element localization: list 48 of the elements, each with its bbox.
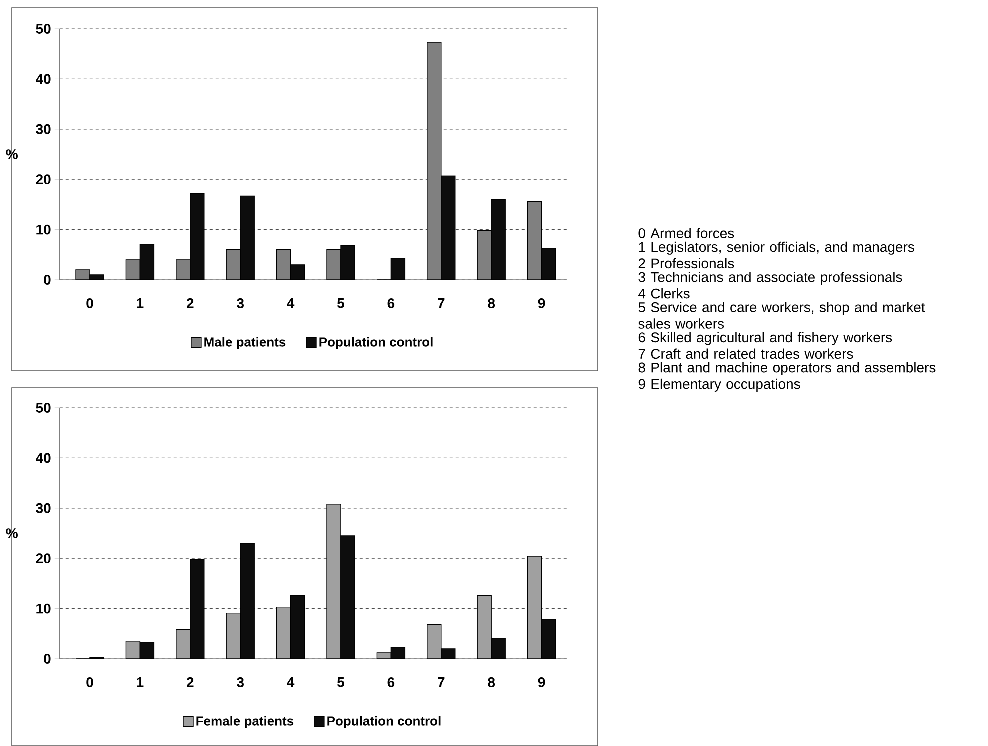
y-tick-label: 30 bbox=[36, 124, 51, 134]
y-axis-title: % bbox=[6, 150, 18, 160]
y-tick-label: 50 bbox=[36, 24, 51, 34]
x-tick-label: 6 bbox=[388, 678, 395, 688]
y-tick-label: 50 bbox=[36, 403, 51, 413]
text: 3 Technicians and associate professionals bbox=[638, 272, 902, 286]
text: 0 Armed forces bbox=[638, 228, 734, 238]
y-tick-label: 30 bbox=[36, 503, 51, 514]
y-tick-label: 0 bbox=[44, 654, 51, 664]
x-tick-label: 4 bbox=[287, 678, 295, 688]
x-tick-label: 3 bbox=[237, 678, 244, 688]
legend-label: Population control bbox=[320, 337, 433, 350]
x-tick-label: 7 bbox=[438, 298, 445, 308]
y-tick-label: 0 bbox=[44, 275, 51, 285]
text: 5 Service and care workers, shop and market sales workers bbox=[638, 302, 926, 329]
text: 7 Craft and related trades workers bbox=[638, 348, 854, 360]
x-tick-label: 0 bbox=[86, 298, 94, 308]
x-tick-label: 6 bbox=[388, 298, 395, 308]
x-tick-label: 0 bbox=[86, 678, 94, 688]
legend-label: Male patients bbox=[204, 337, 286, 350]
x-tick-label: 4 bbox=[287, 298, 295, 308]
x-tick-label: 1 bbox=[137, 298, 144, 308]
y-tick-label: 40 bbox=[36, 74, 51, 84]
x-tick-label: 2 bbox=[186, 678, 194, 688]
x-tick-label: 2 bbox=[186, 298, 194, 308]
y-tick-label: 10 bbox=[36, 224, 51, 235]
x-tick-label: 3 bbox=[237, 298, 244, 308]
text: 4 Clerks bbox=[638, 288, 690, 299]
y-tick-label: 20 bbox=[36, 554, 51, 564]
y-tick-label: 40 bbox=[36, 453, 51, 464]
text: 8 Plant and machine operators and assemblers bbox=[638, 362, 936, 376]
x-tick-label: 8 bbox=[488, 298, 496, 308]
text: 2 Professionals bbox=[638, 258, 734, 269]
x-tick-label: 9 bbox=[538, 298, 546, 308]
y-tick-label: 20 bbox=[36, 174, 51, 185]
x-tick-label: 9 bbox=[538, 678, 546, 688]
legend-label: Female patients bbox=[196, 716, 294, 728]
x-tick-label: 7 bbox=[438, 678, 445, 688]
text: 1 Legislators, senior officials, and managers bbox=[639, 242, 914, 255]
x-tick-label: 5 bbox=[338, 298, 345, 308]
x-tick-label: 8 bbox=[488, 678, 496, 688]
y-tick-label: 10 bbox=[36, 604, 51, 614]
y-axis-title: % bbox=[6, 528, 18, 538]
x-tick-label: 1 bbox=[137, 678, 144, 688]
legend-label: Population control bbox=[328, 716, 441, 728]
x-tick-label: 5 bbox=[338, 678, 345, 688]
text: 6 Skilled agricultural and fishery workers bbox=[638, 332, 892, 346]
text: 9 Elementary occupations bbox=[638, 378, 800, 392]
